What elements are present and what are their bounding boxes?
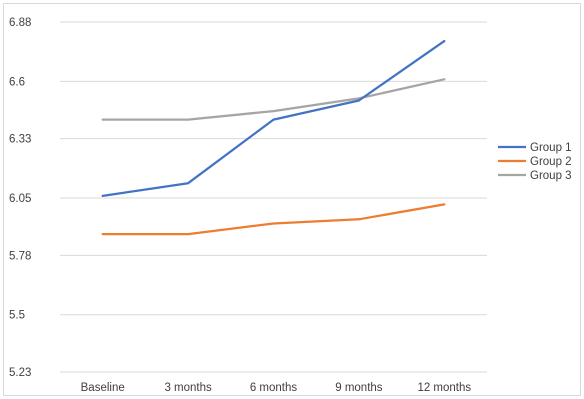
x-tick-label: Baseline: [81, 382, 125, 394]
y-axis-tick-labels: 6.88 6.6 6.33 6.05 5.78 5.5 5.23: [9, 17, 31, 379]
gridlines: [60, 21, 487, 373]
legend-label: Group 2: [530, 156, 572, 168]
legend-label: Group 1: [530, 142, 572, 154]
x-tick-label: 12 months: [417, 382, 471, 394]
series-lines: [101, 39, 446, 236]
series-line-group-2: [101, 203, 446, 236]
y-tick-label: 5.23: [9, 367, 31, 379]
legend: Group 1 Group 2 Group 3: [498, 142, 572, 182]
x-axis-tick-labels: Baseline 3 months 6 months 9 months 12 month…: [81, 382, 472, 394]
y-tick-label: 6.6: [9, 76, 25, 88]
y-tick-label: 5.5: [9, 310, 25, 322]
y-tick-label: 6.05: [9, 193, 31, 205]
legend-item: Group 1: [498, 142, 572, 154]
y-tick-label: 6.88: [9, 17, 31, 29]
series-line-group-3: [101, 78, 446, 121]
series-line-group-1: [101, 39, 446, 198]
y-tick-label: 6.33: [9, 134, 31, 146]
x-tick-label: 9 months: [335, 382, 383, 394]
chart-area: [3, 3, 581, 396]
x-tick-label: 3 months: [164, 382, 212, 394]
x-tick-label: 6 months: [250, 382, 298, 394]
legend-label: Group 3: [530, 170, 572, 182]
y-tick-label: 5.78: [9, 250, 31, 262]
legend-item: Group 3: [498, 170, 572, 182]
legend-item: Group 2: [498, 156, 572, 168]
